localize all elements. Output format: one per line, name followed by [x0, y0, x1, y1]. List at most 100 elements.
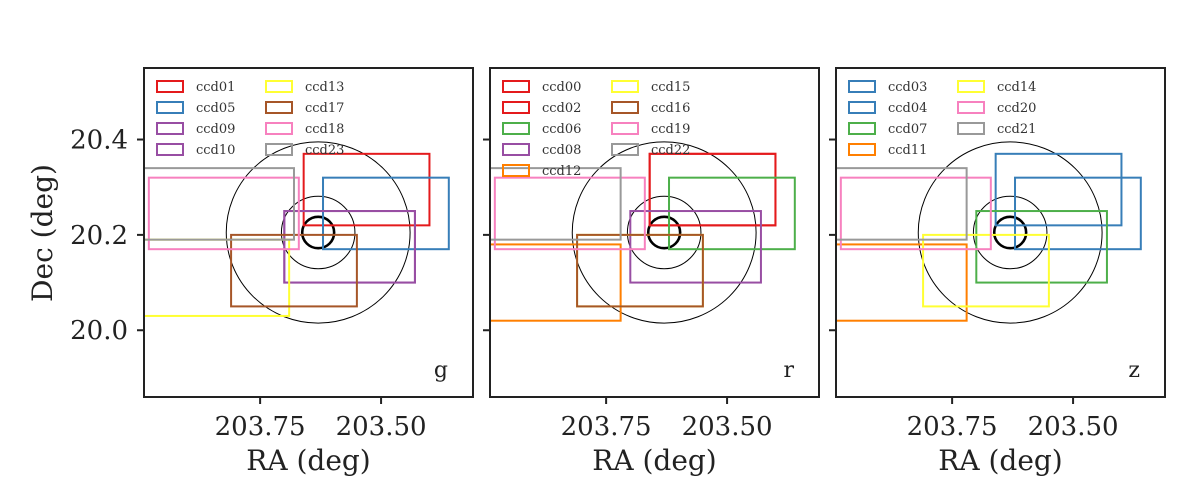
legend-swatch: [156, 101, 184, 114]
legend-label: ccd16: [651, 101, 690, 116]
legend-label: ccd21: [997, 122, 1036, 137]
x-axis-label: RA (deg): [246, 444, 370, 477]
target-circle: [300, 215, 336, 250]
legend-label: ccd08: [542, 143, 581, 158]
plot-area: [836, 141, 1142, 324]
target-circle: [280, 195, 356, 270]
legend-label: ccd07: [888, 122, 927, 137]
y-tick-label: 20.2: [70, 221, 128, 251]
legend-label: ccd05: [196, 101, 235, 116]
legend-label: ccd23: [305, 143, 344, 158]
footprint-ccd04: [1014, 176, 1142, 251]
legend-label: ccd06: [542, 122, 581, 137]
legend-label: ccd18: [305, 122, 344, 137]
footprint-ccd01: [302, 152, 431, 227]
footprint-ccd16: [576, 233, 704, 308]
footprint-ccd03: [994, 152, 1123, 227]
footprint-ccd14: [922, 233, 1050, 308]
legend-label: ccd14: [997, 80, 1036, 95]
legend-label: ccd02: [542, 101, 581, 116]
x-tick-label: 203.50: [1028, 412, 1119, 442]
x-axis-label: RA (deg): [592, 444, 716, 477]
legend-label: ccd00: [542, 80, 581, 95]
panel-g: ccd01 ccd05 ccd09 ccd10 ccd13 ccd17 ccd18 ccd23…: [70, 67, 474, 477]
x-tick-label: 203.75: [561, 412, 652, 442]
footprint-ccd21: [836, 167, 968, 241]
panel-r: ccd00 ccd02 ccd06 ccd08 ccd12 ccd15 ccd16 ccd19…: [483, 67, 820, 477]
target-circle: [225, 141, 411, 324]
legend-label: ccd10: [196, 143, 235, 158]
band-label: r: [783, 358, 794, 383]
footprint-ccd11: [836, 243, 968, 322]
target-circle: [972, 195, 1048, 270]
footprint-ccd17: [230, 233, 358, 308]
legend-label: ccd15: [651, 80, 690, 95]
footprint-ccd20: [839, 176, 992, 251]
footprint-ccd05: [322, 176, 450, 251]
footprint-ccd02: [648, 152, 777, 227]
footprint-ccd12: [490, 243, 622, 322]
legend-label: ccd12: [542, 164, 581, 179]
target-circle: [992, 215, 1028, 250]
legend-label: ccd13: [305, 80, 344, 95]
band-label: g: [434, 358, 448, 383]
legend-swatch: [611, 80, 639, 93]
target-circle: [571, 141, 757, 324]
legend-label: ccd01: [196, 80, 235, 95]
legend-swatch: [611, 122, 639, 135]
plot-area: [490, 141, 796, 324]
legend-swatch: [848, 101, 876, 114]
plot-area: [144, 141, 450, 324]
target-circle: [646, 215, 682, 250]
x-tick-label: 203.50: [682, 412, 773, 442]
footprint-ccd19: [493, 176, 646, 251]
legend-swatch: [156, 143, 184, 156]
footprint-ccd08: [629, 210, 762, 284]
y-tick-label: 20.0: [70, 316, 128, 346]
legend-swatch: [957, 101, 985, 114]
footprint-ccd18: [147, 176, 300, 251]
legend-swatch: [502, 101, 530, 114]
legend-swatch: [502, 80, 530, 93]
legend-label: ccd03: [888, 80, 927, 95]
target-circle: [626, 195, 702, 270]
band-label: z: [1128, 358, 1140, 383]
footprint-ccd10: [283, 210, 416, 284]
footprint-ccd07: [975, 210, 1108, 284]
footprint-ccd13: [144, 238, 291, 317]
footprint-ccd15: [576, 233, 704, 308]
panel-frame: [489, 67, 820, 398]
footprint-ccd06: [668, 176, 796, 251]
footprint-ccd23: [144, 167, 295, 241]
legend-label: ccd20: [997, 101, 1036, 116]
panel-frame: [835, 67, 1166, 398]
panel-z: ccd03 ccd04 ccd07 ccd11 ccd14 ccd20 ccd21 z 203.…: [829, 67, 1166, 477]
legend-swatch: [502, 122, 530, 135]
panel-frame: [143, 67, 474, 398]
legend-swatch: [265, 143, 293, 156]
legend-swatch: [957, 122, 985, 135]
x-axis-label: RA (deg): [938, 444, 1062, 477]
legend-swatch: [957, 80, 985, 93]
legend-swatch: [502, 143, 530, 156]
x-tick-label: 203.75: [215, 412, 306, 442]
legend-label: ccd19: [651, 122, 690, 137]
legend-swatch: [156, 80, 184, 93]
y-tick-label: 20.4: [70, 126, 128, 156]
legend-swatch: [265, 122, 293, 135]
y-axis-label: Dec (deg): [26, 164, 59, 302]
legend-label: ccd11: [888, 143, 927, 158]
legend-swatch: [611, 101, 639, 114]
legend-label: ccd22: [651, 143, 690, 158]
legend-swatch: [265, 101, 293, 114]
legend-label: ccd17: [305, 101, 344, 116]
legend-swatch: [611, 143, 639, 156]
x-tick-label: 203.75: [907, 412, 998, 442]
legend-swatch: [265, 80, 293, 93]
legend-swatch: [848, 143, 876, 156]
legend-label: ccd09: [196, 122, 235, 137]
legend-swatch: [502, 164, 530, 177]
panels: ccd01 ccd05 ccd09 ccd10 ccd13 ccd17 ccd18 ccd23…: [70, 67, 1166, 477]
legend-swatch: [156, 122, 184, 135]
